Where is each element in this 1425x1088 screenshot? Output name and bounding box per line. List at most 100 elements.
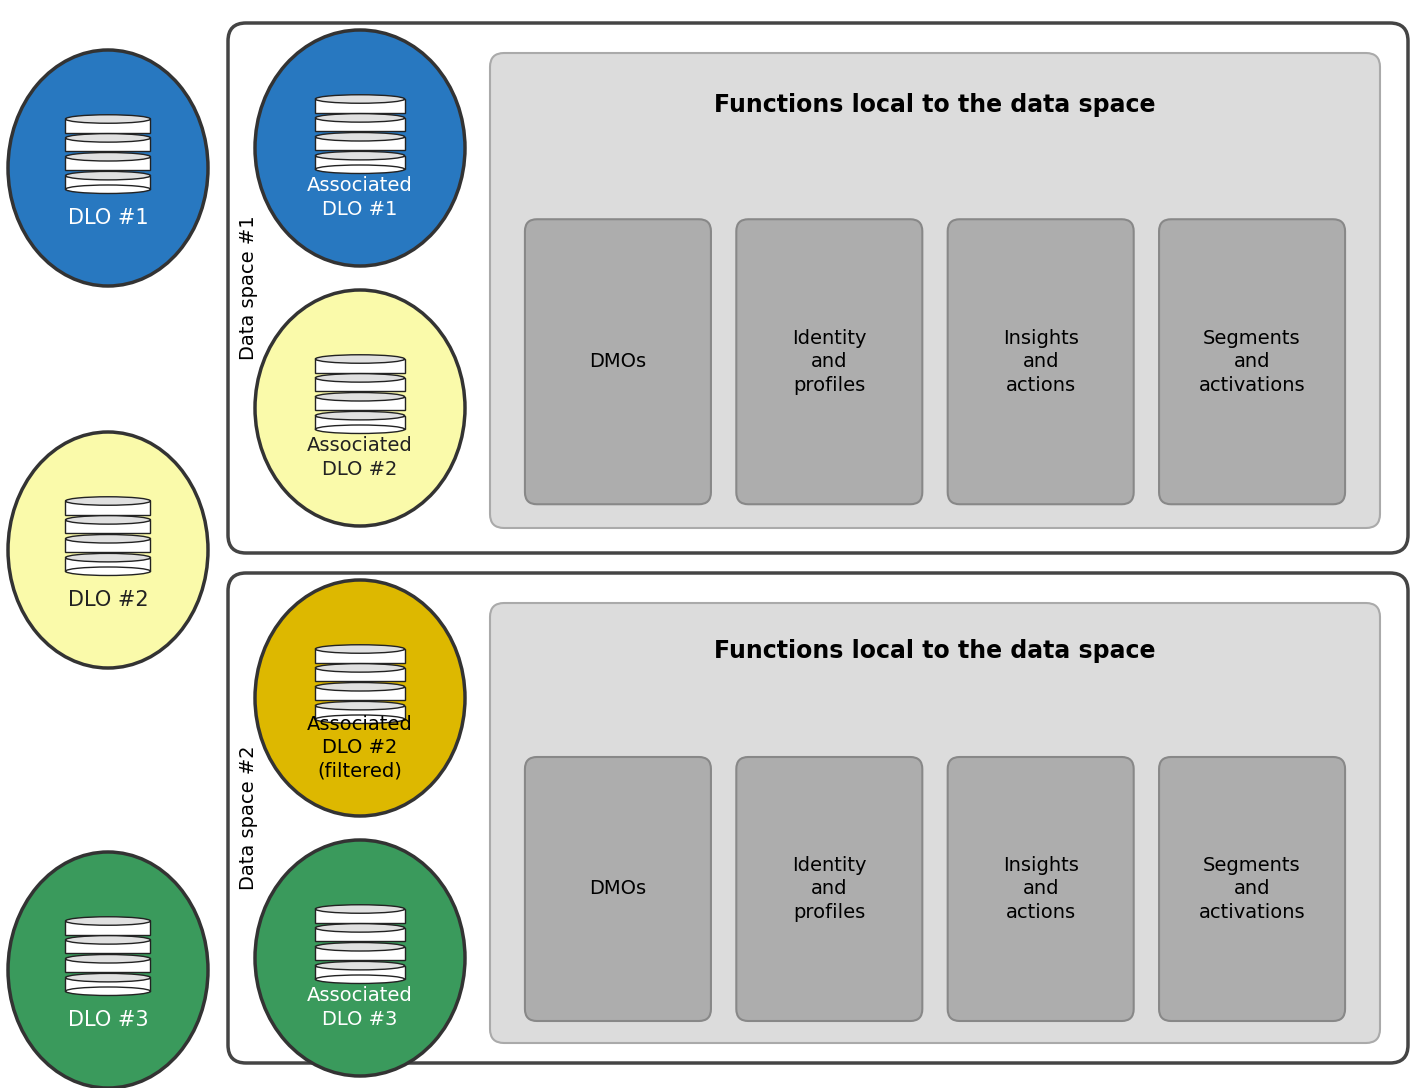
FancyBboxPatch shape	[228, 573, 1408, 1063]
Ellipse shape	[66, 114, 151, 123]
Text: Associated
DLO #2
(filtered): Associated DLO #2 (filtered)	[308, 715, 413, 780]
Ellipse shape	[315, 645, 405, 653]
Text: Insights
and
actions: Insights and actions	[1003, 329, 1079, 395]
Ellipse shape	[315, 355, 405, 363]
Ellipse shape	[255, 580, 465, 816]
Bar	[315, 928, 405, 941]
Bar	[315, 947, 405, 961]
Ellipse shape	[66, 567, 151, 576]
Ellipse shape	[315, 425, 405, 433]
Bar	[66, 138, 151, 151]
FancyBboxPatch shape	[524, 220, 711, 504]
Bar	[315, 156, 405, 170]
Ellipse shape	[315, 942, 405, 951]
FancyBboxPatch shape	[1159, 757, 1345, 1021]
Ellipse shape	[315, 165, 405, 173]
Ellipse shape	[66, 936, 151, 944]
Ellipse shape	[315, 702, 405, 709]
Ellipse shape	[255, 840, 465, 1076]
Ellipse shape	[66, 534, 151, 543]
Bar	[315, 668, 405, 681]
Text: Functions local to the data space: Functions local to the data space	[714, 640, 1156, 664]
Ellipse shape	[9, 50, 208, 286]
Ellipse shape	[66, 172, 151, 180]
Bar	[66, 539, 151, 553]
Ellipse shape	[315, 715, 405, 724]
Bar	[315, 966, 405, 979]
Ellipse shape	[66, 516, 151, 524]
Text: DLO #1: DLO #1	[67, 208, 148, 227]
FancyBboxPatch shape	[737, 757, 922, 1021]
Bar	[66, 978, 151, 991]
FancyBboxPatch shape	[490, 603, 1379, 1043]
FancyBboxPatch shape	[1159, 220, 1345, 504]
Text: Data space #1: Data space #1	[238, 215, 258, 360]
Text: Functions local to the data space: Functions local to the data space	[714, 94, 1156, 118]
Ellipse shape	[315, 975, 405, 984]
Bar	[315, 397, 405, 410]
Text: DLO #2: DLO #2	[67, 590, 148, 609]
Ellipse shape	[315, 373, 405, 382]
Text: DMOs: DMOs	[590, 353, 647, 371]
Bar	[315, 687, 405, 701]
Bar	[315, 99, 405, 112]
Bar	[66, 520, 151, 533]
Ellipse shape	[315, 151, 405, 160]
Bar	[66, 157, 151, 171]
Ellipse shape	[66, 554, 151, 561]
Text: Associated
DLO #3: Associated DLO #3	[308, 987, 413, 1029]
Text: Associated
DLO #2: Associated DLO #2	[308, 436, 413, 479]
Text: DMOs: DMOs	[590, 879, 647, 899]
Ellipse shape	[315, 411, 405, 420]
Text: Segments
and
activations: Segments and activations	[1198, 329, 1305, 395]
Ellipse shape	[255, 30, 465, 265]
Ellipse shape	[255, 290, 465, 526]
Text: Data space #2: Data space #2	[238, 745, 258, 890]
Ellipse shape	[9, 852, 208, 1088]
Ellipse shape	[66, 954, 151, 963]
Ellipse shape	[9, 432, 208, 668]
Text: Insights
and
actions: Insights and actions	[1003, 856, 1079, 922]
Bar	[315, 650, 405, 663]
Ellipse shape	[66, 134, 151, 143]
Ellipse shape	[315, 682, 405, 691]
Bar	[66, 558, 151, 571]
Bar	[66, 922, 151, 935]
FancyBboxPatch shape	[524, 757, 711, 1021]
Ellipse shape	[315, 924, 405, 932]
Bar	[66, 940, 151, 953]
Bar	[315, 706, 405, 719]
Ellipse shape	[66, 152, 151, 161]
Ellipse shape	[315, 393, 405, 401]
Ellipse shape	[66, 974, 151, 981]
Text: DLO #3: DLO #3	[67, 1010, 148, 1029]
FancyBboxPatch shape	[490, 53, 1379, 528]
Bar	[315, 908, 405, 923]
Bar	[315, 137, 405, 150]
Bar	[66, 500, 151, 515]
Bar	[315, 416, 405, 430]
Ellipse shape	[66, 917, 151, 925]
Text: Identity
and
profiles: Identity and profiles	[792, 329, 866, 395]
Ellipse shape	[315, 905, 405, 913]
Bar	[66, 959, 151, 973]
Bar	[315, 359, 405, 372]
Bar	[315, 118, 405, 132]
Ellipse shape	[315, 664, 405, 672]
Text: Segments
and
activations: Segments and activations	[1198, 856, 1305, 922]
Text: Identity
and
profiles: Identity and profiles	[792, 856, 866, 922]
Ellipse shape	[66, 987, 151, 996]
Ellipse shape	[66, 497, 151, 505]
Bar	[315, 378, 405, 392]
Bar	[66, 175, 151, 189]
Ellipse shape	[315, 133, 405, 141]
FancyBboxPatch shape	[228, 23, 1408, 553]
Ellipse shape	[315, 95, 405, 103]
Ellipse shape	[66, 185, 151, 194]
FancyBboxPatch shape	[737, 220, 922, 504]
Bar	[66, 119, 151, 133]
FancyBboxPatch shape	[948, 757, 1134, 1021]
FancyBboxPatch shape	[948, 220, 1134, 504]
Text: Associated
DLO #1: Associated DLO #1	[308, 176, 413, 219]
Ellipse shape	[315, 962, 405, 969]
